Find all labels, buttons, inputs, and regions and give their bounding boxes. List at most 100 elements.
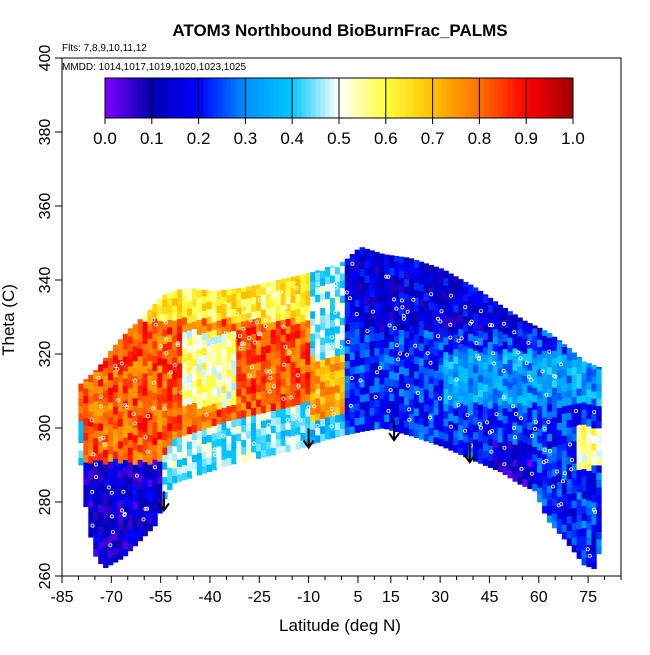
colorbar-segment: [381, 78, 387, 118]
heatmap-cell: [315, 412, 321, 421]
heatmap-cell: [586, 551, 592, 560]
heatmap-cell: [186, 308, 193, 316]
heatmap-cell: [177, 444, 183, 453]
heatmap-cell: [231, 288, 237, 295]
heatmap-cell: [379, 383, 385, 392]
heatmap-cell: [147, 523, 153, 532]
heatmap-cell: [344, 375, 351, 384]
heatmap-cell: [157, 379, 163, 388]
heatmap-cell: [482, 435, 489, 444]
heatmap-cell: [547, 403, 553, 412]
colorbar-segment: [470, 78, 476, 118]
heatmap-cell: [275, 424, 282, 433]
heatmap-cell: [596, 465, 602, 473]
heatmap-cell: [379, 376, 385, 385]
heatmap-cell: [142, 454, 148, 463]
heatmap-cell: [172, 460, 178, 469]
heatmap-cell: [334, 377, 341, 386]
heatmap-cell: [566, 397, 573, 406]
heatmap-cell: [88, 492, 94, 501]
heatmap-cell: [561, 368, 568, 377]
heatmap-cell: [216, 298, 222, 306]
heatmap-cell: [182, 413, 188, 421]
heatmap-cell: [512, 444, 518, 453]
measurement-point: [427, 415, 432, 420]
heatmap-cell: [443, 285, 449, 293]
heatmap-cell: [98, 430, 104, 439]
heatmap-cell: [285, 385, 291, 393]
heatmap-cell: [453, 348, 459, 357]
measurement-point: [146, 414, 151, 419]
measurement-point: [110, 530, 115, 535]
heatmap-cell: [394, 283, 400, 292]
heatmap-cell: [103, 538, 109, 546]
heatmap-cell: [157, 416, 163, 425]
heatmap-cell: [112, 406, 119, 415]
heatmap-cell: [137, 407, 143, 416]
heatmap-cell: [408, 280, 415, 289]
heatmap-cell: [517, 388, 523, 396]
heatmap-cell: [433, 311, 439, 319]
heatmap-cell: [196, 415, 203, 424]
heatmap-cell: [438, 320, 444, 328]
measurement-point: [91, 452, 96, 457]
heatmap-cell: [394, 379, 400, 388]
heatmap-cell: [251, 304, 257, 312]
heatmap-cell: [83, 491, 89, 500]
heatmap-cell: [122, 333, 129, 342]
heatmap-cell: [152, 333, 158, 342]
heatmap-cell: [310, 414, 316, 423]
heatmap-cell: [374, 347, 380, 356]
heatmap-cell: [182, 331, 188, 340]
heatmap-cell: [517, 395, 523, 404]
heatmap-cell: [448, 302, 454, 310]
measurement-point: [272, 438, 277, 443]
heatmap-cell: [438, 416, 444, 425]
heatmap-cell: [142, 469, 148, 478]
heatmap-cell: [241, 417, 247, 426]
heatmap-cell: [374, 310, 380, 319]
heatmap-cell: [413, 311, 420, 320]
heatmap-cell: [359, 253, 365, 262]
heatmap-cell: [305, 349, 311, 358]
heatmap-cell: [374, 295, 380, 304]
heatmap-cell: [108, 431, 114, 440]
heatmap-cell: [206, 360, 213, 369]
heatmap-cell: [537, 339, 543, 347]
measurement-point: [425, 351, 430, 356]
heatmap-cell: [196, 467, 203, 476]
heatmap-cell: [260, 368, 267, 377]
heatmap-cell: [384, 414, 390, 422]
heatmap-cell: [482, 310, 489, 318]
heatmap-cell: [586, 514, 592, 523]
heatmap-cell: [507, 448, 513, 457]
heatmap-cell: [320, 425, 326, 434]
heatmap-cell: [201, 362, 208, 371]
heatmap-cell: [93, 378, 99, 387]
measurement-point: [534, 419, 539, 424]
heatmap-cell: [122, 437, 129, 446]
heatmap-cell: [117, 344, 124, 353]
measurement-point: [456, 338, 461, 343]
heatmap-cell: [182, 376, 188, 384]
heatmap-cell: [359, 394, 365, 403]
heatmap-cell: [364, 334, 370, 343]
heatmap-cell: [463, 294, 469, 302]
heatmap-cell: [305, 297, 311, 306]
heatmap-cell: [527, 481, 533, 490]
heatmap-cell: [98, 489, 104, 498]
heatmap-cell: [581, 461, 587, 470]
heatmap-cell: [423, 359, 430, 368]
heatmap-cell: [295, 315, 301, 324]
heatmap-cell: [172, 438, 178, 447]
heatmap-cell: [487, 326, 494, 335]
heatmap-cell: [571, 500, 578, 508]
heatmap-cell: [517, 373, 523, 382]
heatmap-cell: [394, 394, 400, 403]
heatmap-cell: [542, 453, 548, 462]
measurement-point: [278, 289, 283, 294]
heatmap-cell: [221, 303, 227, 312]
heatmap-cell: [117, 477, 124, 486]
heatmap-cell: [88, 500, 94, 508]
measurement-point: [272, 292, 277, 297]
